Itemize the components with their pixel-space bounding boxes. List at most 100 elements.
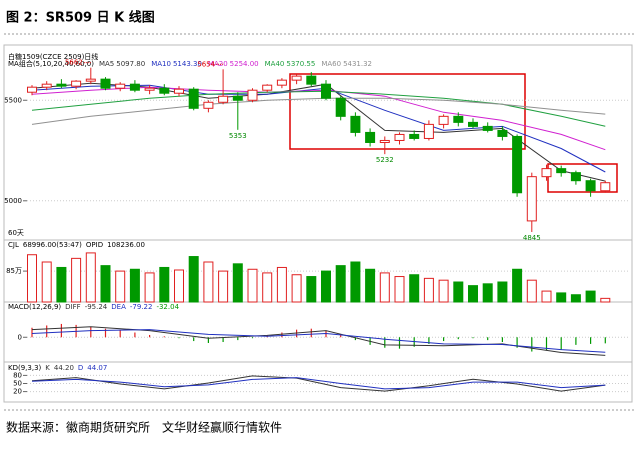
volume-bar — [291, 274, 302, 303]
chart-frame — [3, 44, 633, 403]
legend-entry: DIFF — [65, 303, 81, 311]
candle-body — [365, 131, 376, 143]
volume-bar — [585, 290, 596, 303]
series-line — [31, 329, 606, 353]
volume-bar — [365, 268, 376, 303]
candle-body — [468, 121, 478, 127]
volume-bar — [27, 254, 37, 303]
legend-entry: 68996.00(53:47) — [23, 241, 82, 249]
candle-body — [262, 84, 273, 91]
candle-body — [306, 75, 317, 85]
candle-body — [585, 180, 596, 192]
candle-body — [482, 125, 493, 131]
candle-body — [188, 88, 199, 109]
volume-bar — [129, 268, 140, 303]
legend-entry: D — [78, 364, 83, 372]
volume-bar — [100, 265, 111, 303]
volume-bar — [41, 261, 52, 303]
candle-body — [350, 115, 361, 133]
candle-body — [247, 89, 258, 101]
series-line — [31, 326, 606, 356]
y-tick-label: 5000 — [4, 197, 22, 205]
volume-bar — [600, 297, 611, 303]
legend-entry: 44.07 — [87, 364, 107, 372]
volume-bar — [247, 268, 258, 303]
candle-body — [453, 115, 464, 123]
volume-bar — [306, 276, 317, 303]
volume-bar — [350, 261, 361, 303]
legend-entry: MA40 — [265, 60, 285, 68]
legend-value: 5431.32 — [343, 60, 372, 68]
volume-bar — [174, 269, 184, 303]
legend-entry: 44.20 — [54, 364, 74, 372]
volume-bar — [144, 272, 155, 303]
volume-bar — [512, 268, 523, 303]
candle-body — [159, 87, 170, 94]
candle-body — [526, 176, 537, 222]
legend-entry: KD(9,3,3) — [8, 364, 42, 372]
legend-entry: MA20 — [208, 60, 228, 68]
y-tick-label: 80 — [13, 371, 22, 379]
price-annotation: 5654 — [197, 60, 215, 68]
volume-bar — [85, 252, 96, 303]
candle-body — [218, 95, 229, 103]
legend-entry: -95.24 — [85, 303, 108, 311]
candle-body — [556, 168, 567, 174]
legend-value: 5143.30 — [173, 60, 202, 68]
volume-bar — [526, 279, 537, 303]
volume-bar — [541, 290, 552, 303]
candle-body — [335, 97, 346, 117]
candle-body — [129, 83, 140, 91]
legend-entry: -79.22 — [130, 303, 153, 311]
volume-bar — [321, 270, 331, 303]
candle-body — [174, 88, 184, 94]
legend-entry: MA60 — [321, 60, 341, 68]
candle-body — [56, 83, 67, 87]
series-line — [31, 375, 606, 392]
candle-body — [100, 78, 111, 89]
price-annotation: 5353 — [229, 132, 247, 140]
candle-body — [541, 168, 552, 178]
candle-body — [497, 129, 508, 137]
candle-body — [291, 75, 302, 81]
legend-entry: OPID — [86, 241, 103, 249]
candle-body — [276, 79, 287, 86]
volume-bar — [262, 272, 273, 303]
legend-entry: MACD(12,26,9) — [8, 303, 61, 311]
volume-bar — [468, 285, 478, 303]
y-tick-label: 50 — [13, 380, 22, 388]
source-note: 数据来源：徽商期货研究所 文华财经赢顺行情软件 — [6, 420, 282, 435]
legend-entry: CJL — [8, 241, 19, 249]
volume-bar — [438, 279, 449, 303]
candle-body — [321, 83, 331, 99]
figure-title: 图 2：SR509 日 K 线图 — [6, 10, 155, 26]
legend-entry: MA5 — [99, 60, 114, 68]
candle-body — [144, 87, 155, 91]
legend-entry: 108236.00 — [107, 241, 145, 249]
candle-body — [423, 123, 434, 139]
highlight-box — [289, 73, 526, 150]
candle-body — [570, 172, 581, 182]
candle-body — [85, 78, 96, 82]
volume-bar — [423, 277, 434, 303]
candle-body — [438, 115, 449, 125]
legend-value: 5097.80 — [116, 60, 145, 68]
volume-bar — [56, 266, 67, 303]
volume-bar — [453, 281, 464, 303]
volume-bar — [379, 272, 390, 303]
candle-body — [41, 83, 52, 88]
series-line — [31, 377, 606, 390]
price-annotation: 4845 — [523, 234, 541, 242]
y-tick-label: 5500 — [4, 96, 22, 104]
volume-bar — [115, 270, 126, 303]
candle-body — [600, 182, 611, 192]
volume-bar — [159, 266, 170, 303]
volume-bar — [203, 261, 214, 303]
legend-value: 5370.55 — [286, 60, 315, 68]
volume-bar — [570, 294, 581, 303]
legend-entry: K — [45, 364, 50, 372]
volume-bar — [409, 274, 420, 303]
legend-entry: -32.04 — [156, 303, 179, 311]
volume-bar — [276, 266, 287, 303]
